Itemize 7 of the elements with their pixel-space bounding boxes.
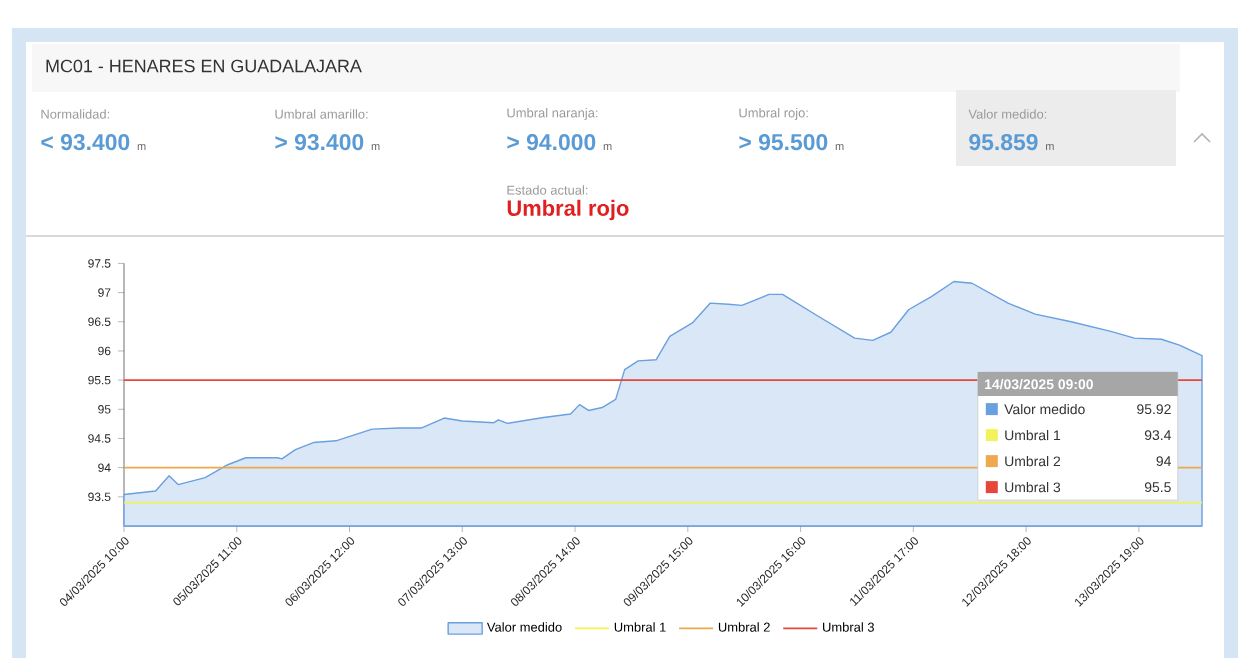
text: > 93.400 bbox=[275, 133, 364, 151]
text: > 94.000 bbox=[507, 133, 596, 151]
text: MC01 - HENARES EN GUADALAJARA bbox=[46, 59, 362, 73]
text: > 95.500 bbox=[739, 133, 828, 151]
text: < 93.400 bbox=[41, 133, 130, 151]
text: Umbral rojo bbox=[507, 199, 629, 221]
text: 95.859 bbox=[969, 133, 1038, 151]
